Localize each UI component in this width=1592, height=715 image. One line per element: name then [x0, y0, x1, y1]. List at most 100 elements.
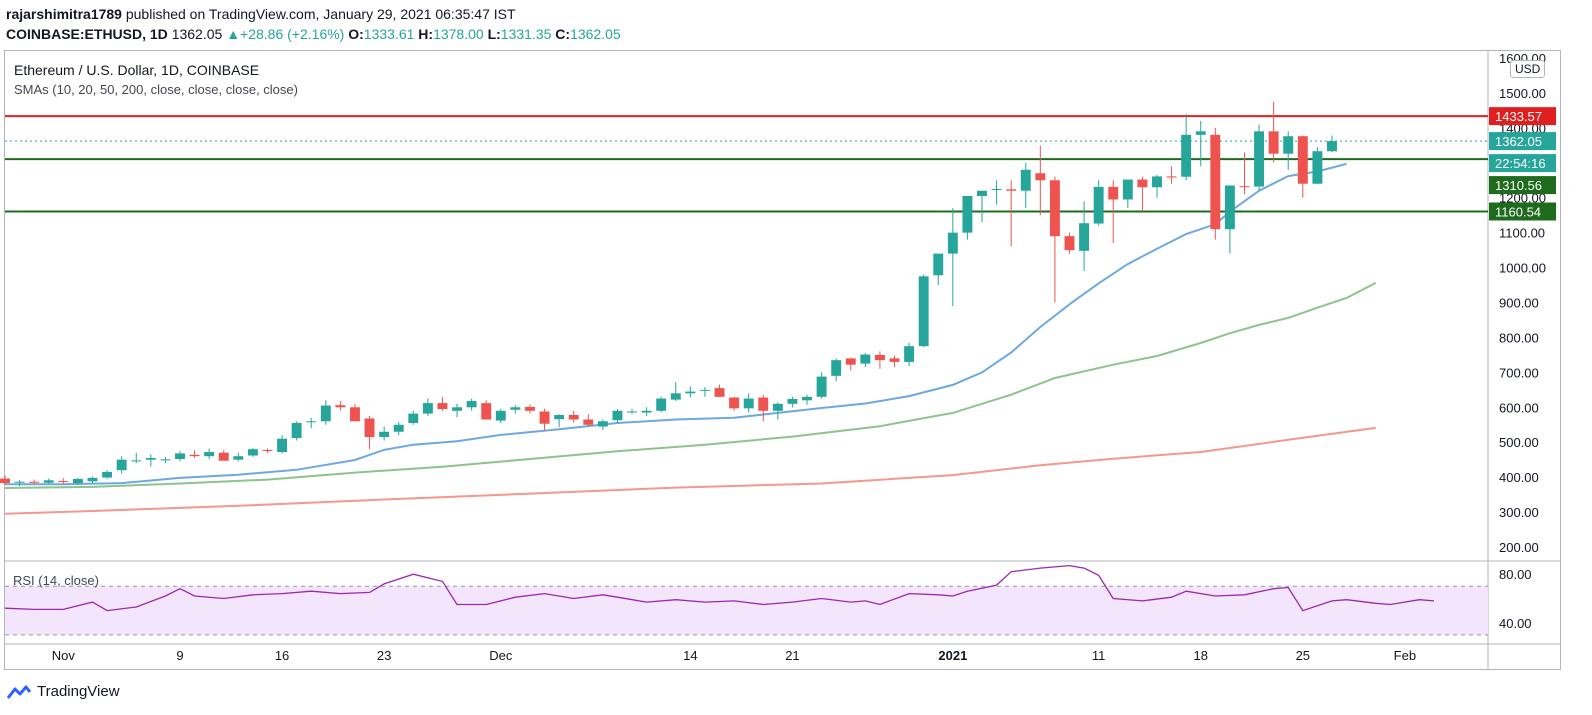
candle-body[interactable] [262, 449, 273, 451]
candle-body[interactable] [1166, 176, 1177, 178]
candle-body[interactable] [350, 407, 360, 422]
candle-body[interactable] [510, 407, 521, 410]
author-name[interactable]: rajarshimitra1789 [6, 6, 122, 22]
sma-legend[interactable]: SMAs (10, 20, 50, 200, close, close, clo… [14, 82, 298, 97]
candle-body[interactable] [627, 411, 637, 413]
candle-body[interactable] [1079, 223, 1090, 251]
countdown-label-box[interactable] [1489, 154, 1556, 173]
candle-body[interactable] [743, 398, 754, 409]
candle-body[interactable] [218, 452, 229, 461]
candle-body[interactable] [204, 452, 215, 457]
candle-body[interactable] [845, 358, 856, 365]
candle-body[interactable] [1297, 136, 1308, 184]
candle-body[interactable] [1210, 134, 1221, 230]
candle-body[interactable] [175, 453, 185, 459]
candle-body[interactable] [904, 346, 915, 362]
candle-body[interactable] [43, 480, 54, 483]
candle-body[interactable] [481, 403, 492, 420]
candle-body[interactable] [58, 481, 69, 483]
candle-body[interactable] [393, 424, 404, 432]
candle-body[interactable] [29, 481, 40, 483]
candle-body[interactable] [699, 389, 710, 391]
rsi-legend[interactable]: RSI (14, close) [13, 573, 99, 588]
candle-body[interactable] [524, 406, 535, 411]
candle-body[interactable] [1327, 141, 1337, 152]
candle-body[interactable] [1006, 189, 1017, 191]
candle-body[interactable] [1268, 131, 1279, 154]
candle-body[interactable] [568, 414, 579, 420]
candle-body[interactable] [1020, 169, 1031, 191]
candle-body[interactable] [1254, 131, 1265, 187]
candle-body[interactable] [962, 195, 973, 233]
candle-body[interactable] [189, 454, 200, 457]
candle-body[interactable] [685, 391, 696, 394]
candle-body[interactable] [1064, 236, 1075, 251]
candle-body[interactable] [1035, 173, 1046, 181]
candle-body[interactable] [918, 276, 929, 347]
candle-body[interactable] [87, 477, 98, 482]
candle-body[interactable] [612, 410, 623, 421]
candle-body[interactable] [933, 253, 944, 276]
candle-body[interactable] [0, 478, 10, 484]
candle-body[interactable] [247, 449, 258, 456]
candle-body[interactable] [1049, 180, 1060, 237]
candle-body[interactable] [874, 354, 885, 361]
candle-body[interactable] [670, 393, 681, 400]
candle-body[interactable] [1224, 185, 1235, 230]
candle-body[interactable] [437, 403, 448, 410]
candle-body[interactable] [160, 459, 171, 461]
candle-body[interactable] [729, 397, 740, 409]
candle-body[interactable] [1137, 179, 1148, 188]
candle-body[interactable] [583, 419, 594, 425]
candle-body[interactable] [379, 431, 390, 437]
tradingview-logo[interactable]: TradingView [6, 683, 120, 700]
candle-body[interactable] [802, 396, 812, 401]
candle-body[interactable] [131, 460, 142, 462]
candle-body[interactable] [816, 376, 827, 397]
candle-body[interactable] [787, 398, 798, 404]
candle-body[interactable] [597, 421, 608, 427]
candle-body[interactable] [145, 457, 156, 460]
candle-body[interactable] [364, 418, 375, 437]
candle-body[interactable] [320, 405, 331, 422]
candle-body[interactable] [452, 407, 463, 411]
candle-body[interactable] [758, 397, 769, 411]
candle-body[interactable] [1239, 186, 1250, 188]
support-label-2-box[interactable] [1489, 202, 1556, 221]
candle-body[interactable] [947, 232, 958, 254]
candle-body[interactable] [495, 410, 506, 421]
candle-body[interactable] [1108, 186, 1119, 200]
candle-body[interactable] [277, 438, 288, 453]
candle-body[interactable] [1283, 136, 1294, 154]
candle-body[interactable] [977, 190, 987, 196]
sma-line-sma-200[interactable] [4, 426, 1376, 515]
sma-line-sma-20[interactable] [5, 162, 1347, 486]
resistance-label-box[interactable] [1489, 107, 1556, 126]
last-price-label-box[interactable] [1489, 132, 1556, 151]
candle-body[interactable] [233, 456, 244, 460]
candle-body[interactable] [656, 398, 667, 411]
candle-body[interactable] [889, 358, 900, 362]
candle-body[interactable] [466, 401, 477, 408]
candle-body[interactable] [291, 423, 302, 439]
candle-body[interactable] [860, 354, 871, 364]
candle-body[interactable] [14, 481, 25, 483]
candle-body[interactable] [102, 471, 113, 478]
currency-badge[interactable]: USD [1510, 60, 1546, 78]
candle-body[interactable] [116, 459, 127, 471]
candle-body[interactable] [772, 403, 783, 411]
candle-body[interactable] [1152, 176, 1162, 188]
candle-body[interactable] [554, 414, 565, 420]
candle-body[interactable] [1122, 179, 1133, 200]
candle-body[interactable] [641, 410, 652, 413]
sma-line-sma-50[interactable] [4, 282, 1377, 489]
candle-body[interactable] [1312, 151, 1323, 184]
candle-body[interactable] [306, 421, 317, 423]
candle-body[interactable] [72, 478, 83, 484]
candle-body[interactable] [991, 188, 1002, 190]
candle-body[interactable] [1195, 131, 1206, 135]
candle-body[interactable] [831, 360, 842, 376]
candle-body[interactable] [422, 403, 433, 414]
rsi-line[interactable] [4, 564, 1435, 612]
